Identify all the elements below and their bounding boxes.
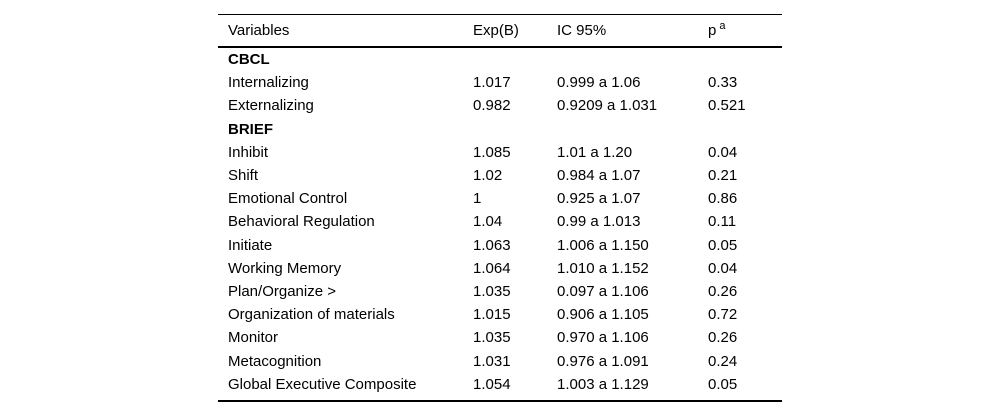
cell-p: 0.26 [708,329,738,347]
cell-p: 0.11 [708,213,737,231]
row-label: CBCL [228,51,270,69]
cell-p: 0.33 [708,74,738,92]
table-row: Organization of materials 1.015 0.906 a … [218,303,782,326]
cell-p: 0.05 [708,375,738,393]
cell-ic95: 1.01 a 1.20 [557,143,633,161]
cell-p: 0.24 [708,352,738,370]
cell-ic95: 0.976 a 1.091 [557,352,649,370]
cell-ic95: 0.9209 a 1.031 [557,97,658,115]
cell-p: 0.21 [708,167,738,185]
row-label: Initiate [228,236,273,254]
table-row: BRIEF [218,118,782,141]
table-row: Shift 1.02 0.984 a 1.07 0.21 [218,164,782,187]
header-p-label: p [708,22,717,39]
table-row: Metacognition 1.031 0.976 a 1.091 0.24 [218,349,782,372]
cell-exp-b: 1.035 [473,329,511,347]
row-label: Internalizing [228,74,309,92]
row-label: Shift [228,167,259,185]
cell-p: 0.72 [708,306,738,324]
cell-ic95: 1.003 a 1.129 [557,375,649,393]
cell-ic95: 1.006 a 1.150 [557,236,649,254]
cell-p: 0.05 [708,236,738,254]
cell-exp-b: 1.04 [473,213,503,231]
cell-ic95: 0.984 a 1.07 [557,167,641,185]
cell-ic95: 0.970 a 1.106 [557,329,649,347]
cell-exp-b: 1.017 [473,74,511,92]
table-row: Behavioral Regulation 1.04 0.99 a 1.013 … [218,210,782,233]
cell-exp-b: 1.031 [473,352,511,370]
row-label: Plan/Organize > [228,282,336,300]
row-label: Monitor [228,329,279,347]
table-row: Initiate 1.063 1.006 a 1.150 0.05 [218,234,782,257]
row-label: Organization of materials [228,306,395,324]
cell-ic95: 1.010 a 1.152 [557,259,649,277]
table-row: CBCL [218,48,782,71]
cell-exp-b: 1.035 [473,282,511,300]
cell-exp-b: 1.054 [473,375,511,393]
cell-exp-b: 1.064 [473,259,511,277]
header-variables: Variables [228,22,290,39]
table-row: Emotional Control 1 0.925 a 1.07 0.86 [218,187,782,210]
cell-exp-b: 1.063 [473,236,511,254]
table-row: Monitor 1.035 0.970 a 1.106 0.26 [218,326,782,349]
table-row: Inhibit 1.085 1.01 a 1.20 0.04 [218,141,782,164]
table-body: CBCL Internalizing 1.017 0.999 a 1.06 0.… [218,48,782,400]
row-label: Behavioral Regulation [228,213,375,231]
cell-ic95: 0.097 a 1.106 [557,282,649,300]
cell-p: 0.04 [708,259,738,277]
row-label: Working Memory [228,259,342,277]
cell-p: 0.04 [708,143,738,161]
cell-exp-b: 0.982 [473,97,511,115]
cell-exp-b: 1.015 [473,306,511,324]
row-label: Global Executive Composite [228,375,417,393]
cell-exp-b: 1.02 [473,167,503,185]
cell-exp-b: 1 [473,190,482,208]
row-label: Externalizing [228,97,314,115]
cell-p: 0.26 [708,282,738,300]
row-label: Metacognition [228,352,322,370]
cell-ic95: 0.99 a 1.013 [557,213,641,231]
row-label: Inhibit [228,143,269,161]
cell-p: 0.86 [708,190,738,208]
table-row: Working Memory 1.064 1.010 a 1.152 0.04 [218,257,782,280]
row-label: BRIEF [228,120,273,138]
cell-ic95: 0.925 a 1.07 [557,190,641,208]
cell-ic95: 0.906 a 1.105 [557,306,649,324]
table-row: Internalizing 1.017 0.999 a 1.06 0.33 [218,71,782,94]
row-label: Emotional Control [228,190,348,208]
table-row: Plan/Organize > 1.035 0.097 a 1.106 0.26 [218,280,782,303]
header-p-superscript: a [719,20,726,32]
cell-p: 0.521 [708,97,746,115]
cell-exp-b: 1.085 [473,143,511,161]
cell-ic95: 0.999 a 1.06 [557,74,641,92]
table-row: Externalizing 0.982 0.9209 a 1.031 0.521 [218,94,782,117]
header-exp-b: Exp(B) [473,22,519,39]
table-row: Global Executive Composite 1.054 1.003 a… [218,373,782,396]
header-ic95: IC 95% [557,22,607,39]
